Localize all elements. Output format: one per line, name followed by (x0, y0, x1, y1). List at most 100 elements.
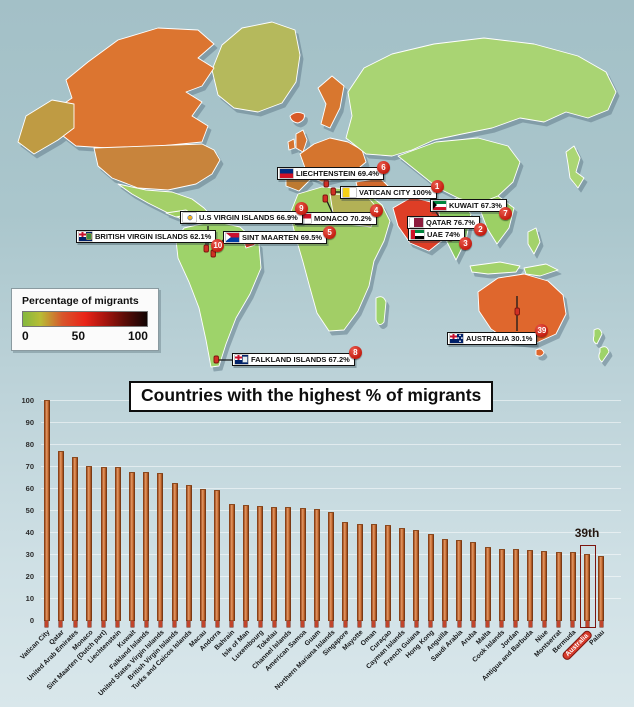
callout-us-virgin-islands: U.S VIRGIN ISLANDS 66.9% 9 (180, 202, 308, 224)
callout-british-virgin-islands: BRITISH VIRGIN ISLANDS 62.1% 10 (76, 230, 225, 252)
bar (384, 525, 391, 621)
map-usa (93, 143, 221, 191)
bar (285, 507, 292, 621)
uae-flag-icon (411, 230, 424, 239)
bar (584, 553, 591, 621)
bar (143, 472, 150, 621)
vatican-city-flag-icon (343, 188, 356, 197)
monaco-flag-icon (298, 214, 311, 223)
legend-title: Percentage of migrants (22, 295, 139, 307)
y-axis-tick-label: 90 (25, 417, 34, 427)
rank-badge: 10 (211, 239, 225, 252)
rank-annotation: 39th (574, 525, 600, 540)
x-tick-mark (59, 621, 63, 627)
x-tick-mark (400, 621, 404, 627)
x-tick-mark (116, 621, 120, 627)
callout-text: QATAR 76.7% (426, 218, 475, 227)
bar (441, 538, 448, 621)
x-tick-mark (201, 621, 205, 627)
gridline (41, 488, 621, 489)
bar-highlight-box (580, 544, 597, 628)
legend-tick-50: 50 (71, 329, 85, 343)
x-tick-mark (87, 621, 91, 627)
bar (185, 485, 192, 621)
x-tick-mark (585, 621, 589, 627)
bar (498, 549, 505, 621)
x-tick-mark (286, 621, 290, 627)
legend-tick-labels: 0 50 100 (22, 329, 148, 343)
callout-australia: AUSTRALIA 30.1% 39 (447, 324, 549, 345)
australia-flag-icon (450, 334, 463, 343)
y-axis-tick-label: 70 (25, 461, 34, 471)
y-axis-tick-label: 80 (25, 439, 34, 449)
qatar-flag-icon (410, 218, 423, 227)
bar (228, 504, 235, 621)
legend-gradient-bar (22, 311, 148, 327)
x-tick-mark (173, 621, 177, 627)
bar (214, 490, 221, 621)
bar (598, 556, 605, 621)
map-philippines (527, 227, 541, 255)
callout-vatican-city: VATICAN CITY 100% 1 (340, 180, 444, 199)
bar (299, 508, 306, 621)
x-tick-mark (329, 621, 333, 627)
x-tick-mark (571, 621, 575, 627)
x-tick-mark (500, 621, 504, 627)
bar (171, 483, 178, 621)
x-tick-mark (130, 621, 134, 627)
y-axis-tick-label: 30 (25, 549, 34, 559)
callout-liechtenstein: LIECHTENSTEIN 69.4% 6 (277, 161, 390, 180)
x-tick-mark (443, 621, 447, 627)
bar (257, 506, 263, 621)
x-tick-mark (244, 621, 248, 627)
x-tick-mark (514, 621, 518, 627)
x-tick-mark (102, 621, 106, 627)
bar (114, 467, 121, 621)
y-axis-tick-label: 60 (25, 483, 34, 493)
legend-tick-0: 0 (22, 329, 29, 343)
x-tick-mark (258, 621, 262, 627)
bar (484, 546, 491, 621)
y-axis-tick-label: 100 (21, 395, 34, 405)
x-tick-mark (343, 621, 347, 627)
y-axis-tick-label: 40 (25, 527, 34, 537)
callout-text: FALKLAND ISLANDS 67.2% (251, 355, 350, 364)
x-tick-mark (528, 621, 532, 627)
bar (470, 541, 477, 621)
us-virgin-islands-flag-icon (183, 213, 196, 222)
rank-badge: 5 (323, 226, 337, 239)
bar (342, 521, 349, 621)
map-russia (345, 37, 617, 157)
x-tick-mark (429, 621, 433, 627)
bar (370, 524, 377, 621)
y-axis-tick-label: 10 (25, 593, 34, 603)
bar (157, 472, 164, 621)
callout-text: BRITISH VIRGIN ISLANDS 62.1% (95, 232, 212, 241)
liechtenstein-flag-icon (280, 169, 293, 178)
x-tick-mark (272, 621, 276, 627)
bar (569, 552, 576, 621)
rank-badge: 2 (473, 223, 487, 236)
callout-kuwait: KUWAIT 67.3% 7 (430, 199, 512, 220)
rank-badge: 4 (369, 204, 383, 217)
bar (100, 467, 107, 621)
x-tick-mark (187, 621, 191, 627)
gridline (41, 444, 621, 445)
x-tick-mark (315, 621, 319, 627)
map-indonesia-east (523, 263, 559, 277)
bar (427, 533, 434, 621)
bar (527, 550, 534, 621)
map-uk (295, 129, 308, 153)
map-alaska (17, 99, 75, 155)
rank-badge: 7 (498, 207, 512, 220)
x-tick-mark (372, 621, 376, 627)
map-greenland (211, 21, 301, 113)
callout-text: UAE 74% (427, 230, 460, 239)
bar (399, 528, 406, 621)
bar (512, 549, 519, 621)
bar (328, 511, 335, 621)
rank-badge: 8 (348, 346, 362, 359)
map-new-zealand (592, 328, 610, 363)
rank-badge: 9 (294, 202, 308, 215)
